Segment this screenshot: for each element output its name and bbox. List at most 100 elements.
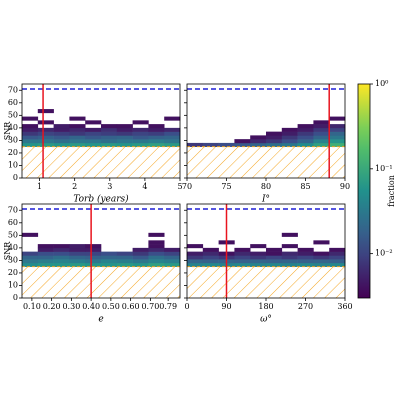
- heatmap-cell: [266, 247, 283, 252]
- x-tick-label: 0.70: [141, 302, 159, 311]
- heatmap-cell: [22, 142, 39, 147]
- heatmap-cell: [53, 262, 70, 267]
- heatmap-cell: [69, 247, 86, 252]
- heatmap-cell: [187, 142, 204, 147]
- x-tick-label: 80: [261, 182, 271, 191]
- heatmap-cell: [297, 255, 314, 260]
- heatmap-cell: [281, 255, 298, 260]
- heatmap-cell: [22, 259, 39, 264]
- heatmap-cell: [281, 142, 298, 147]
- heatmap-cell: [132, 120, 149, 125]
- heatmap-cell: [132, 127, 149, 132]
- x-tick-label: 70: [182, 182, 192, 191]
- heatmap-cell: [53, 142, 70, 147]
- heatmap-cell: [22, 127, 39, 132]
- x-tick-label: 75: [221, 182, 231, 191]
- heatmap-cell: [37, 120, 54, 125]
- heatmap-cell: [329, 251, 346, 256]
- heatmap-cell: [202, 251, 219, 256]
- heatmap-cell: [101, 131, 118, 136]
- heatmap-cell: [329, 135, 346, 140]
- heatmap-cell: [37, 127, 54, 132]
- threshold-region: [187, 266, 345, 298]
- heatmap-cell: [37, 262, 54, 267]
- heatmap-cell: [164, 259, 181, 264]
- colorbar-tick-label: 10⁻¹: [375, 164, 393, 173]
- heatmap-cell: [187, 255, 204, 260]
- heatmap-cell: [132, 255, 149, 260]
- x-tick-label: 0.30: [62, 302, 80, 311]
- heatmap-cell: [329, 131, 346, 136]
- heatmap-cell: [187, 259, 204, 264]
- heatmap-cell: [202, 142, 219, 147]
- heatmap-cell: [85, 251, 102, 256]
- heatmap-cell: [148, 255, 165, 260]
- heatmap-cell: [297, 262, 314, 267]
- heatmap-cell: [132, 247, 149, 252]
- heatmap-cell: [22, 116, 39, 121]
- heatmap-cell: [148, 251, 165, 256]
- heatmap-cell: [313, 120, 330, 125]
- heatmap-cell: [85, 139, 102, 144]
- heatmap-cell: [329, 262, 346, 267]
- heatmap-cell: [164, 251, 181, 256]
- heatmap-cell: [85, 142, 102, 147]
- heatmap-cell: [281, 127, 298, 132]
- heatmap-cell: [313, 127, 330, 132]
- x-tick-label: 85: [300, 182, 310, 191]
- y-tick-label: 0: [13, 173, 18, 182]
- heatmap-cell: [148, 262, 165, 267]
- heatmap-cell: [297, 131, 314, 136]
- heatmap-cell: [250, 244, 267, 249]
- heatmap-cell: [297, 127, 314, 132]
- heatmap-cell: [164, 142, 181, 147]
- heatmap-cell: [116, 127, 133, 132]
- x-tick-label: 0: [184, 302, 189, 311]
- x-tick-label: 0.10: [23, 302, 41, 311]
- colorbar-label: fraction: [387, 175, 396, 207]
- heatmap-cell: [234, 255, 251, 260]
- heatmap-cell: [148, 142, 165, 147]
- heatmap-cell: [53, 131, 70, 136]
- x-tick-label: 90: [340, 182, 350, 191]
- x-axis-label: ω°: [260, 315, 272, 325]
- heatmap-cell: [85, 255, 102, 260]
- heatmap-cell: [116, 262, 133, 267]
- heatmap-cell: [132, 135, 149, 140]
- y-tick-label: 10: [8, 160, 18, 169]
- heatmap-cell: [37, 142, 54, 147]
- x-tick-label: 0.79: [159, 302, 177, 311]
- heatmap-cell: [266, 255, 283, 260]
- y-tick-label: 70: [8, 205, 18, 214]
- heatmap-cell: [116, 131, 133, 136]
- heatmap-cell: [297, 135, 314, 140]
- heatmap-cell: [202, 247, 219, 252]
- heatmap-cell: [266, 251, 283, 256]
- heatmap-cell: [132, 262, 149, 267]
- heatmap-cell: [297, 247, 314, 252]
- heatmap-cell: [69, 131, 86, 136]
- heatmap-cell: [85, 120, 102, 125]
- heatmap-cell: [85, 259, 102, 264]
- heatmap-cell: [250, 142, 267, 147]
- heatmap-cell: [148, 240, 165, 245]
- heatmap-cell: [148, 247, 165, 252]
- heatmap-cell: [69, 262, 86, 267]
- heatmap-cell: [202, 262, 219, 267]
- heatmap-cell: [22, 232, 39, 237]
- heatmap-cell: [234, 251, 251, 256]
- x-tick-label: 4: [142, 182, 147, 191]
- heatmap-cell: [85, 135, 102, 140]
- y-tick-label: 0: [13, 293, 18, 302]
- heatmap-cell: [22, 255, 39, 260]
- heatmap-cell: [164, 127, 181, 132]
- heatmap-cell: [22, 251, 39, 256]
- heatmap-cell: [116, 259, 133, 264]
- heatmap-cell: [148, 127, 165, 132]
- heatmap-cell: [22, 131, 39, 136]
- heatmap-cell: [69, 139, 86, 144]
- heatmap-cell: [266, 259, 283, 264]
- heatmap-cell: [234, 139, 251, 144]
- x-tick-label: 90: [221, 302, 231, 311]
